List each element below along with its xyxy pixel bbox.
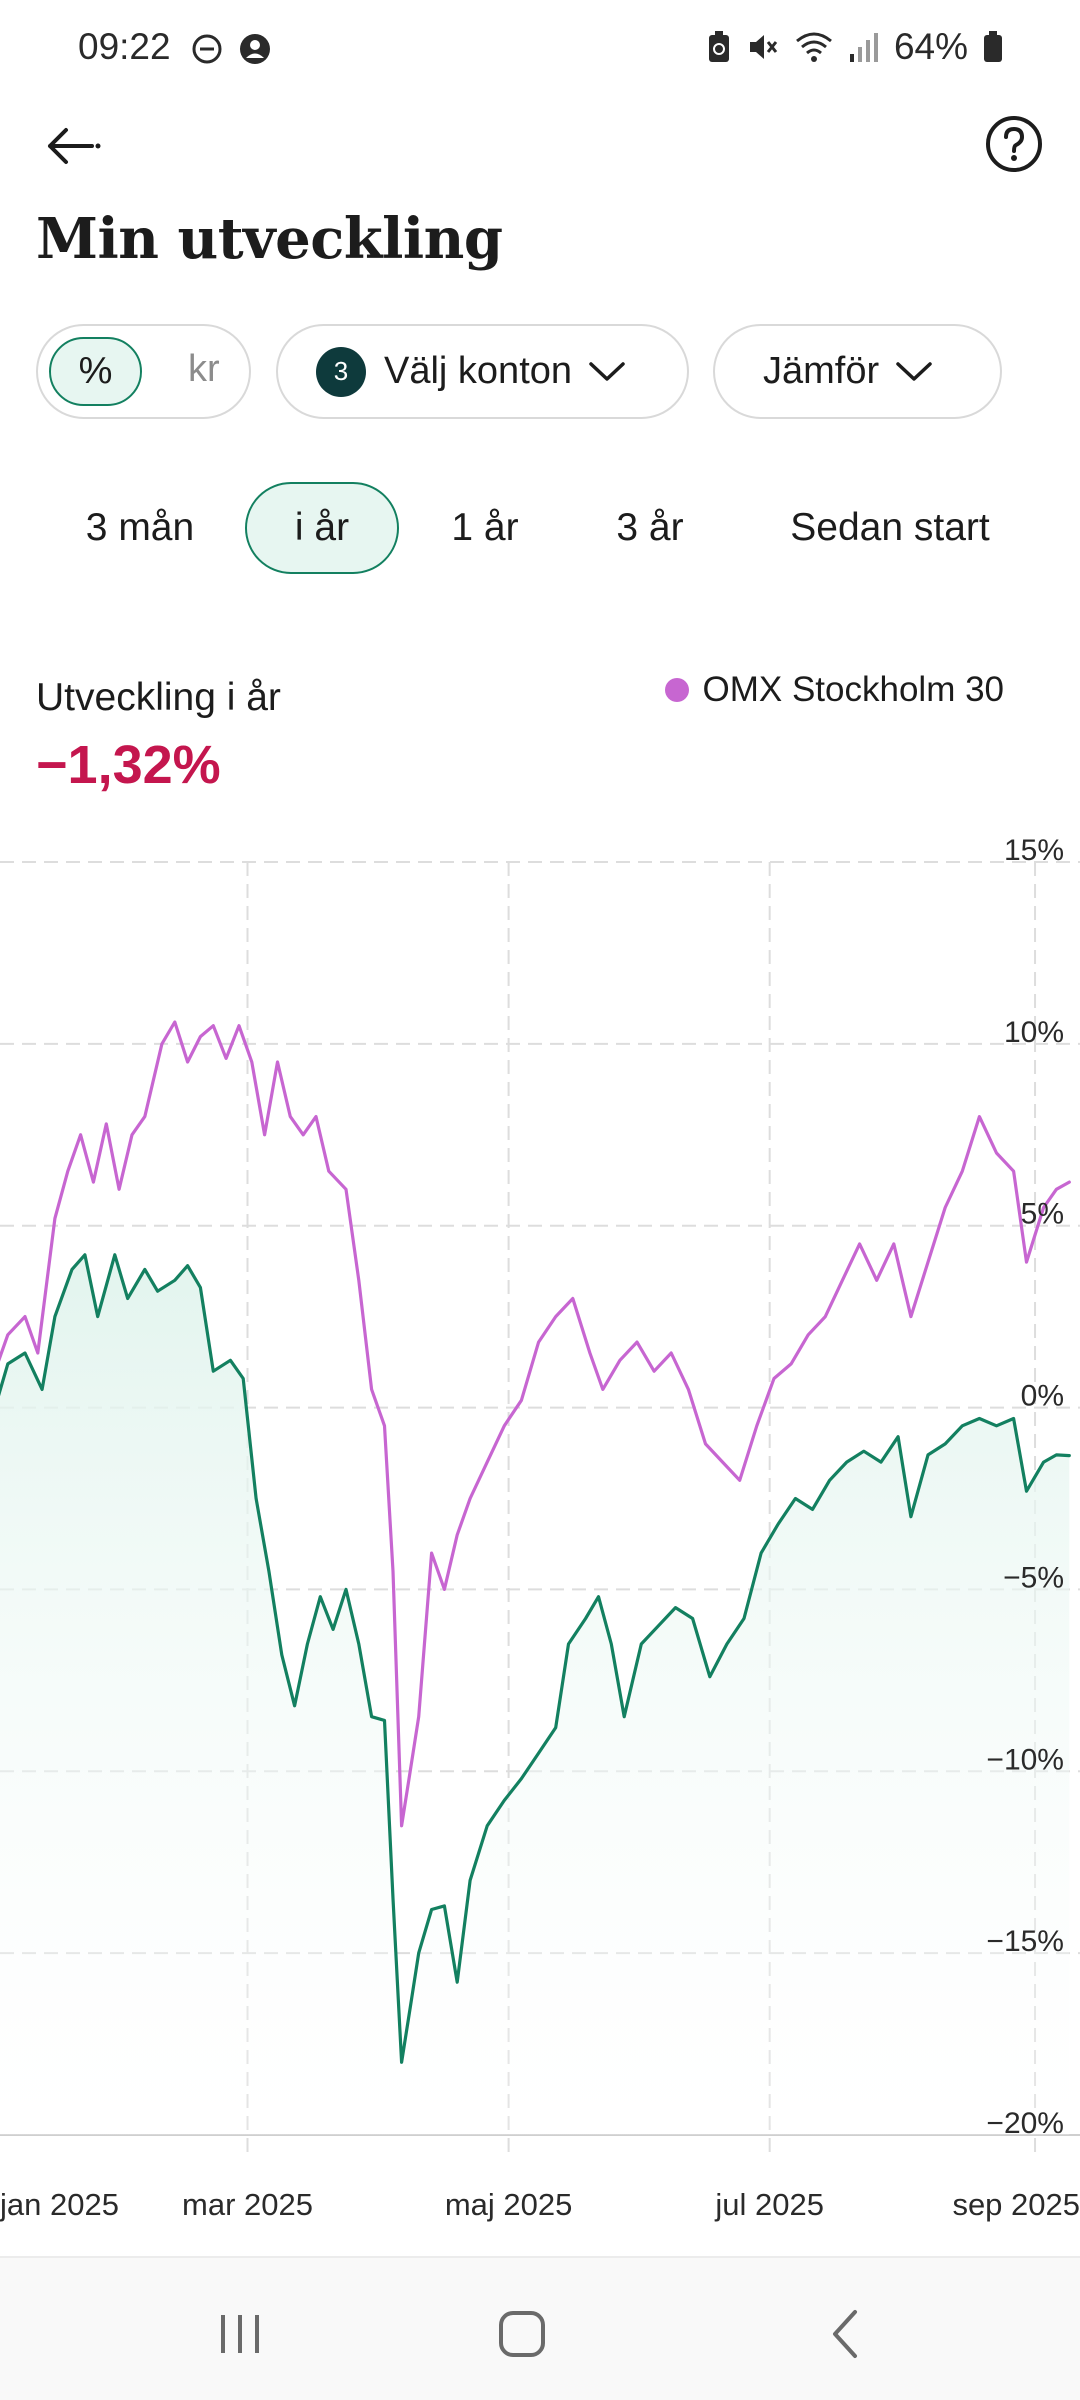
tab-this-year[interactable]: i år <box>245 482 399 574</box>
portfolio-line <box>0 1253 1071 2064</box>
home-icon <box>499 2311 545 2357</box>
y-tick-label: 0% <box>1021 1380 1064 1413</box>
x-tick-label: mar 2025 <box>182 2187 313 2222</box>
compare-label: Jämför <box>763 350 880 392</box>
back-button[interactable] <box>36 118 112 174</box>
x-tick-label: maj 2025 <box>445 2187 573 2222</box>
tab-1-year[interactable]: 1 år <box>451 506 519 549</box>
performance-value: −1,32% <box>36 735 221 795</box>
signal-icon <box>849 33 878 62</box>
y-tick-label: −20% <box>986 2107 1064 2140</box>
recycle-battery-icon <box>708 31 729 62</box>
legend-label: OMX Stockholm 30 <box>702 670 1005 709</box>
system-nav-bar <box>0 2256 1080 2400</box>
x-tick-label: jan 2025 <box>0 2187 119 2222</box>
wifi-icon <box>795 32 832 62</box>
y-tick-label: 15% <box>1004 834 1064 867</box>
battery-icon <box>984 31 1002 62</box>
chevron-down-icon <box>589 361 625 381</box>
system-back-button[interactable] <box>785 2294 905 2374</box>
help-circle-icon <box>986 116 1042 172</box>
tab-since-start[interactable]: Sedan start <box>790 506 990 549</box>
tab-3-months[interactable]: 3 mån <box>85 506 195 549</box>
top-bar <box>0 100 1080 190</box>
unit-option-kr[interactable]: kr <box>188 348 220 390</box>
legend-dot <box>664 678 689 702</box>
accounts-count-badge: 3 <box>316 346 366 397</box>
page-title: Min utveckling <box>36 206 503 272</box>
y-tick-label: −10% <box>986 1743 1064 1776</box>
back-icon <box>833 2310 857 2358</box>
home-button[interactable] <box>462 2294 582 2374</box>
x-tick-label: jul 2025 <box>714 2187 824 2222</box>
recent-apps-button[interactable] <box>180 2294 300 2374</box>
portfolio-area <box>0 1254 1070 2135</box>
unit-option-percent[interactable]: % <box>49 337 142 406</box>
status-bar: 09:22 <box>0 0 1080 100</box>
compare-button[interactable]: Jämför <box>713 324 1002 419</box>
account-icon <box>240 34 270 64</box>
unit-toggle[interactable]: % kr <box>36 324 251 419</box>
status-time: 09:22 <box>78 26 171 67</box>
benchmark-line <box>0 1020 1071 1828</box>
tab-3-years[interactable]: 3 år <box>616 506 684 549</box>
time-range-tabs: 3 mån i år 1 år 3 år Sedan start <box>0 482 1080 574</box>
select-accounts-label: Välj konton <box>384 350 573 392</box>
status-right: 64% <box>706 26 1004 68</box>
battery-percent: 64% <box>893 26 968 67</box>
arrow-left-icon <box>48 128 101 164</box>
y-tick-label: −5% <box>1003 1561 1064 1594</box>
x-tick-label: sep 2025 <box>952 2187 1080 2222</box>
chevron-down-icon <box>896 361 932 381</box>
mute-icon <box>749 35 778 59</box>
select-accounts-button[interactable]: 3 Välj konton <box>276 324 689 419</box>
y-tick-label: −15% <box>986 1925 1064 1958</box>
performance-chart[interactable]: 15% 10% 5% 0% −5% −10% −15% −20% jan 2025 mar 202… <box>0 820 1080 2240</box>
performance-label: Utveckling i år <box>36 676 281 719</box>
chart-legend: OMX Stockholm 30 <box>664 670 1005 710</box>
status-left-icons <box>190 32 272 66</box>
y-tick-label: 10% <box>1004 1016 1064 1049</box>
recent-apps-icon <box>221 2315 259 2353</box>
do-not-disturb-icon <box>192 34 222 64</box>
y-tick-label: 5% <box>1021 1198 1064 1231</box>
help-button[interactable] <box>982 112 1046 176</box>
